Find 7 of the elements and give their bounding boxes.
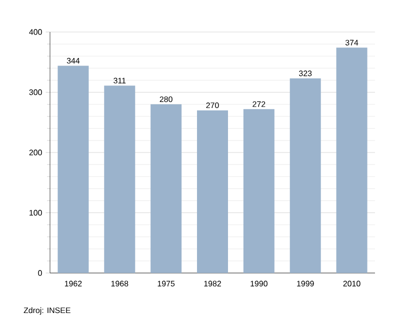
bar	[58, 66, 89, 273]
bar	[104, 86, 136, 273]
bar	[150, 104, 182, 273]
bar	[243, 109, 274, 273]
bar	[336, 48, 368, 273]
bar	[197, 110, 228, 273]
bar	[290, 78, 321, 273]
